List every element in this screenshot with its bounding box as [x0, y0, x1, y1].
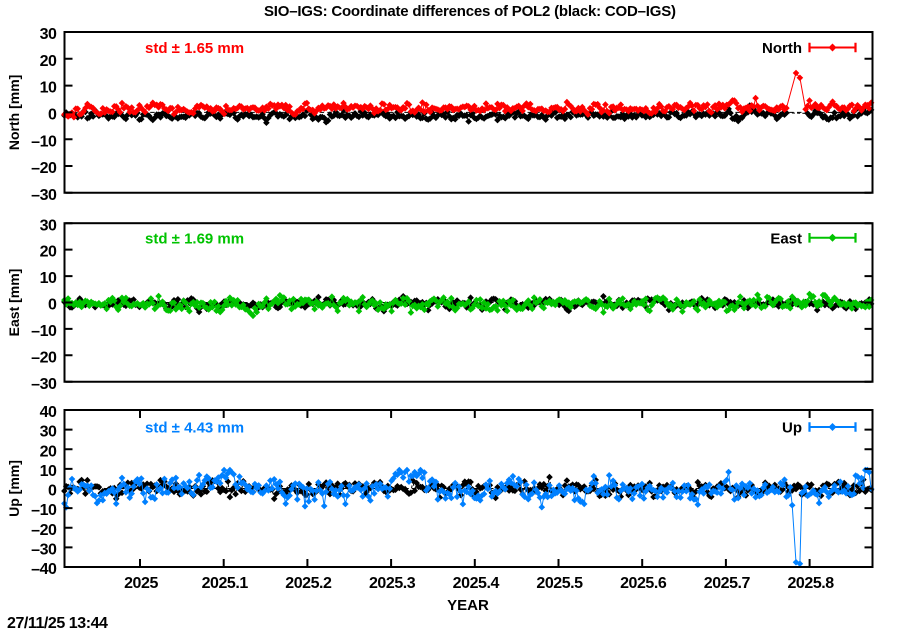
svg-text:Up [mm]: Up [mm] — [6, 460, 22, 517]
svg-text:–10: –10 — [31, 502, 57, 519]
svg-text:0: 0 — [48, 297, 57, 314]
svg-text:2025.6: 2025.6 — [620, 575, 667, 592]
svg-text:std ± 1.65 mm: std ± 1.65 mm — [145, 40, 244, 57]
svg-text:20: 20 — [40, 244, 57, 261]
svg-text:–20: –20 — [31, 522, 57, 539]
svg-text:East [mm]: East [mm] — [6, 269, 22, 337]
svg-text:2025.4: 2025.4 — [453, 575, 500, 592]
svg-text:2025.8: 2025.8 — [787, 575, 834, 592]
svg-text:–20: –20 — [31, 349, 57, 366]
svg-text:–30: –30 — [31, 187, 57, 204]
svg-text:std ± 4.43 mm: std ± 4.43 mm — [145, 420, 244, 437]
svg-text:std ± 1.69 mm: std ± 1.69 mm — [145, 230, 244, 247]
svg-text:10: 10 — [40, 270, 57, 287]
svg-text:10: 10 — [40, 80, 57, 97]
svg-text:2025.1: 2025.1 — [202, 575, 249, 592]
svg-text:27/11/25 13:44: 27/11/25 13:44 — [7, 615, 108, 630]
svg-text:–30: –30 — [31, 376, 57, 393]
svg-text:–10: –10 — [31, 323, 57, 340]
svg-text:2025.5: 2025.5 — [536, 575, 583, 592]
svg-text:40: 40 — [40, 404, 57, 421]
svg-text:2025: 2025 — [124, 575, 158, 592]
svg-text:–20: –20 — [31, 160, 57, 177]
svg-text:Up: Up — [782, 420, 802, 437]
svg-text:North: North — [762, 40, 802, 57]
svg-text:SIO–IGS: Coordinate difference: SIO–IGS: Coordinate differences of POL2 … — [264, 3, 676, 20]
svg-text:30: 30 — [40, 217, 57, 234]
svg-text:0: 0 — [48, 107, 57, 124]
svg-text:10: 10 — [40, 463, 57, 480]
svg-text:30: 30 — [40, 424, 57, 441]
svg-text:–30: –30 — [31, 542, 57, 559]
svg-text:East: East — [770, 230, 802, 247]
svg-text:20: 20 — [40, 53, 57, 70]
svg-text:YEAR: YEAR — [447, 597, 489, 614]
svg-text:North [mm]: North [mm] — [6, 75, 22, 150]
svg-text:2025.3: 2025.3 — [369, 575, 416, 592]
svg-text:30: 30 — [40, 26, 57, 43]
svg-text:20: 20 — [40, 443, 57, 460]
svg-text:0: 0 — [48, 483, 57, 500]
svg-text:–40: –40 — [31, 561, 57, 578]
svg-text:2025.7: 2025.7 — [704, 575, 751, 592]
svg-text:2025.2: 2025.2 — [285, 575, 332, 592]
svg-text:–10: –10 — [31, 133, 57, 150]
